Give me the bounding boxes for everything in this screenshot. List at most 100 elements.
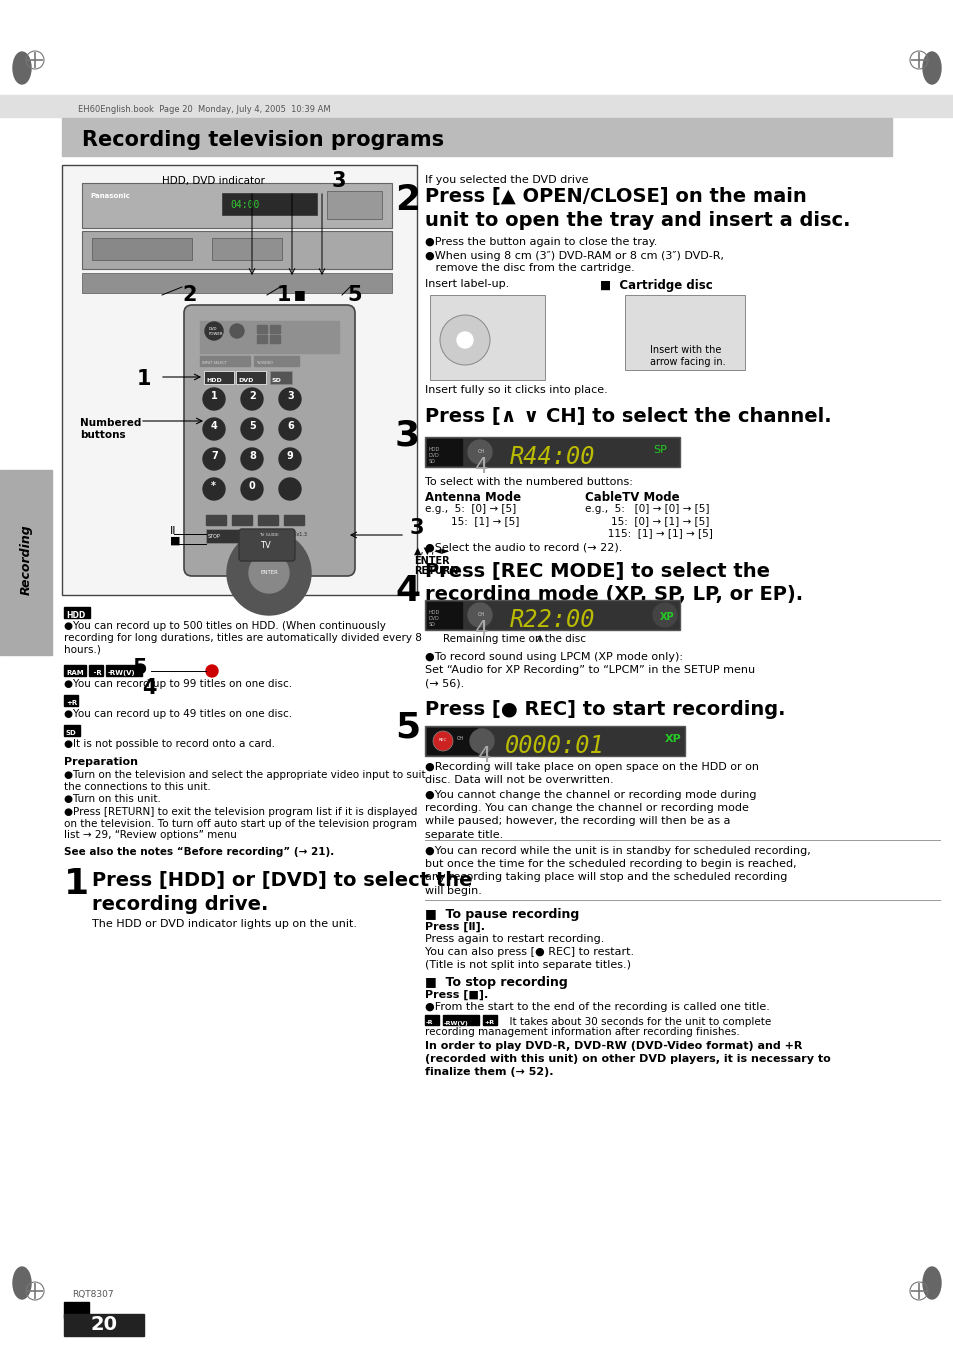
Text: 5: 5 — [395, 711, 419, 744]
Text: ●You can record up to 49 titles on one disc.: ●You can record up to 49 titles on one d… — [64, 709, 292, 719]
Circle shape — [652, 603, 677, 627]
Circle shape — [205, 322, 223, 340]
Text: 04:00: 04:00 — [230, 200, 259, 209]
Text: ●From the start to the end of the recording is called one title.: ●From the start to the end of the record… — [424, 1002, 769, 1012]
Text: 1: 1 — [64, 867, 89, 901]
Text: -RW(V): -RW(V) — [443, 1020, 468, 1025]
Text: The HDD or DVD indicator lights up on the unit.: The HDD or DVD indicator lights up on th… — [91, 919, 356, 929]
Text: HDD, DVD indicator: HDD, DVD indicator — [162, 176, 265, 186]
Text: 2: 2 — [249, 390, 255, 401]
Bar — [256, 335, 267, 343]
Text: 20: 20 — [91, 1316, 117, 1335]
Bar — [64, 607, 90, 617]
Ellipse shape — [13, 51, 30, 84]
Bar — [257, 515, 277, 526]
Circle shape — [241, 388, 263, 409]
Text: 15:  [1] → [5]: 15: [1] → [5] — [424, 516, 518, 526]
Text: ■: ■ — [294, 289, 305, 301]
Circle shape — [241, 478, 263, 500]
Text: Press [∧ ∨ CH] to select the channel.: Press [∧ ∨ CH] to select the channel. — [424, 407, 831, 426]
Text: HDD: HDD — [429, 447, 439, 453]
Text: Recording television programs: Recording television programs — [82, 130, 444, 150]
Text: Press [REC MODE] to select the
recording mode (XP, SP, LP, or EP).: Press [REC MODE] to select the recording… — [424, 562, 802, 604]
Text: HDD: HDD — [206, 377, 221, 382]
Text: HDD: HDD — [66, 611, 85, 620]
Bar — [64, 1315, 144, 1336]
Circle shape — [278, 449, 301, 470]
Bar — [427, 603, 461, 628]
Bar — [284, 515, 304, 526]
Text: 1: 1 — [137, 369, 152, 389]
Bar — [244, 530, 278, 543]
Text: +R: +R — [66, 700, 77, 707]
Text: In order to play DVD-R, DVD-RW (DVD-Video format) and +R
(recorded with this uni: In order to play DVD-R, DVD-RW (DVD-Vide… — [424, 1042, 830, 1077]
Text: Ⅱ: Ⅱ — [170, 526, 175, 536]
Text: Preparation: Preparation — [64, 757, 138, 767]
Bar — [232, 515, 252, 526]
Text: 9: 9 — [287, 451, 294, 461]
Text: HDD: HDD — [429, 611, 439, 615]
Text: ENTER: ENTER — [260, 570, 277, 576]
Text: 4: 4 — [477, 746, 491, 766]
Text: Press again to restart recording.
You can also press [● REC] to restart.
(Title : Press again to restart recording. You ca… — [424, 934, 634, 970]
Bar — [106, 665, 142, 676]
Text: 2: 2 — [182, 285, 196, 305]
Bar — [256, 326, 267, 332]
Circle shape — [241, 449, 263, 470]
Text: REC: REC — [438, 738, 447, 742]
Text: ■: ■ — [170, 536, 180, 546]
Bar — [424, 436, 679, 467]
Bar — [424, 600, 679, 630]
Bar — [200, 322, 338, 353]
Text: Press [● REC] to start recording.: Press [● REC] to start recording. — [424, 700, 784, 719]
Text: ●Select the audio to record (→ 22).: ●Select the audio to record (→ 22). — [424, 542, 621, 553]
Text: Remaining time on the disc: Remaining time on the disc — [443, 634, 586, 644]
Circle shape — [278, 478, 301, 500]
Text: 4: 4 — [211, 422, 217, 431]
Bar — [424, 1015, 438, 1025]
Text: STOP: STOP — [208, 535, 220, 539]
Text: 3: 3 — [410, 517, 424, 538]
Text: Insert with the
arrow facing in.: Insert with the arrow facing in. — [649, 345, 725, 366]
Bar — [204, 372, 233, 384]
Text: ENTER: ENTER — [414, 557, 449, 566]
Bar — [64, 1302, 89, 1319]
Text: RAM: RAM — [66, 670, 84, 676]
Text: 0000:01: 0000:01 — [504, 734, 604, 758]
Text: e.g.,  5:   [0] → [0] → [5]: e.g., 5: [0] → [0] → [5] — [584, 504, 709, 513]
Circle shape — [468, 603, 492, 627]
Bar — [64, 694, 78, 707]
Circle shape — [206, 665, 218, 677]
Text: ●Recording will take place on open space on the HDD or on
disc. Data will not be: ●Recording will take place on open space… — [424, 762, 759, 785]
Circle shape — [203, 388, 225, 409]
Bar — [430, 295, 544, 380]
Text: 3: 3 — [332, 172, 346, 190]
Text: ●To record sound using LPCM (XP mode only):
Set “Audio for XP Recording” to “LPC: ●To record sound using LPCM (XP mode onl… — [424, 653, 755, 689]
Circle shape — [230, 324, 244, 338]
Ellipse shape — [923, 51, 940, 84]
Text: ▲,▼,◄►: ▲,▼,◄► — [414, 546, 450, 557]
Text: 1: 1 — [276, 285, 292, 305]
Text: SP: SP — [652, 444, 666, 455]
Text: TV/VIDEO: TV/VIDEO — [255, 361, 273, 365]
Circle shape — [433, 731, 453, 751]
Text: SD: SD — [429, 621, 436, 627]
Text: If you selected the DVD drive: If you selected the DVD drive — [424, 176, 588, 185]
Bar — [206, 530, 241, 543]
Text: Insert label-up.: Insert label-up. — [424, 280, 509, 289]
Text: ■  Cartridge disc: ■ Cartridge disc — [599, 280, 712, 292]
Text: SD: SD — [272, 377, 281, 382]
Circle shape — [456, 332, 473, 349]
Text: Antenna Mode: Antenna Mode — [424, 490, 520, 504]
Text: ●Turn on this unit.: ●Turn on this unit. — [64, 794, 161, 804]
Text: DVD: DVD — [237, 377, 253, 382]
Text: DVD: DVD — [429, 453, 439, 458]
Bar — [482, 1015, 497, 1025]
Text: 5: 5 — [132, 658, 147, 678]
Text: SD: SD — [66, 730, 76, 736]
Text: Press [■].: Press [■]. — [424, 990, 488, 1000]
Text: 4: 4 — [142, 678, 156, 698]
Text: 8: 8 — [249, 451, 255, 461]
Text: Panasonic: Panasonic — [90, 193, 130, 199]
Text: SD: SD — [429, 459, 436, 463]
